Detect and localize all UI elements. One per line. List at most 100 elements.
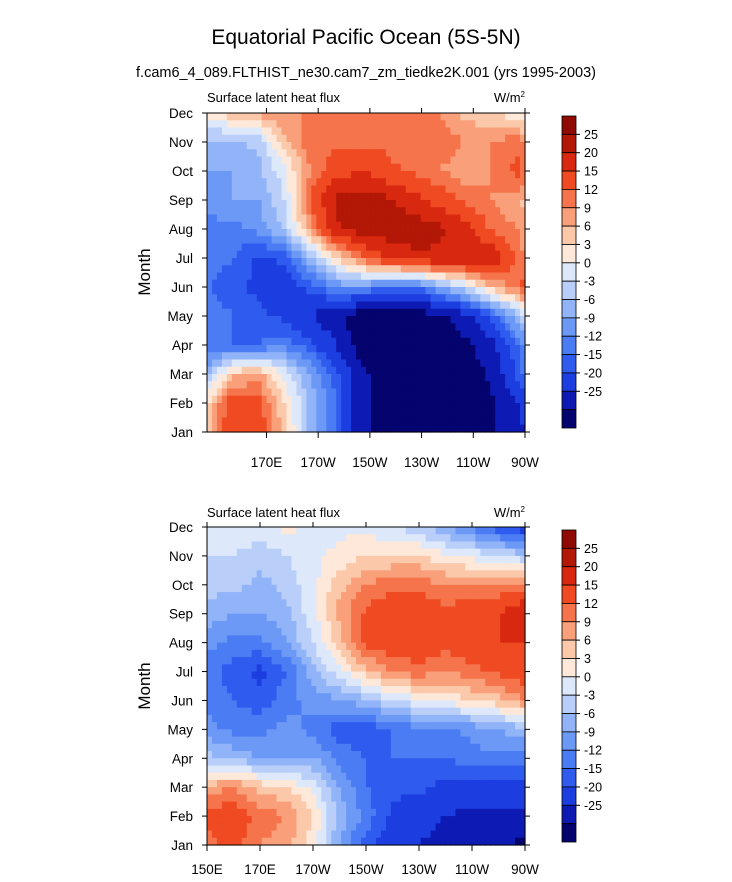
plot-title: Surface latent heat flux [207,90,340,105]
field-cell [485,308,491,317]
field-cell [470,736,476,745]
field-cell [236,410,243,419]
field-cell [440,345,447,353]
field-cell [321,570,327,579]
field-cell [385,279,392,288]
field-cell [296,366,303,375]
field-cell [410,671,417,680]
field-cell [420,729,427,738]
field-cell [390,250,397,259]
field-cell [221,229,228,237]
field-cell [405,664,412,673]
field-cell [326,279,332,288]
field-cell [326,149,332,158]
field-cell [415,599,422,608]
field-cell [430,113,437,121]
field-cell [420,308,427,317]
field-cell [380,534,387,543]
field-cell [495,316,501,324]
field-cell [356,207,362,216]
field-cell [475,678,481,687]
field-cell [480,214,486,223]
field-cell [430,381,437,390]
field-cell [375,178,382,187]
field-cell [415,628,422,637]
field-cell [450,592,457,600]
field-cell [450,620,457,629]
field-cell [470,657,476,665]
field-cell [440,555,447,564]
field-cell [211,707,218,716]
field-cell [405,316,412,324]
field-cell [445,678,452,687]
field-cell [296,642,303,651]
field-cell [346,265,352,274]
field-cell [296,678,303,687]
field-cell [485,563,491,571]
field-cell [301,236,307,245]
field-cell [231,395,238,404]
field-cell [356,337,362,346]
field-cell [221,570,228,579]
field-cell [246,693,253,702]
field-cell [515,330,521,339]
field-cell [415,374,422,382]
field-cell [356,664,362,673]
field-cell [266,541,273,550]
field-cell [231,729,238,738]
field-cell [430,729,437,738]
field-cell [261,686,268,694]
field-cell [430,352,437,361]
field-cell [236,185,243,194]
field-cell [460,214,466,223]
field-cell [505,541,511,550]
field-cell [331,657,337,665]
field-cell [311,258,317,266]
field-cell [221,272,228,281]
field-cell [226,120,233,129]
field-cell [336,250,342,259]
colorbar-box [561,225,577,245]
field-cell [366,134,372,143]
field-cell [460,678,466,687]
field-cell [316,541,322,550]
field-cell [445,120,452,129]
field-cell [231,563,238,571]
field-cell [455,403,462,411]
field-cell [455,686,462,694]
field-cell [465,707,471,716]
field-cell [475,563,481,571]
field-cell [306,628,312,637]
field-cell [311,671,317,680]
field-cell [490,527,496,535]
field-cell [331,628,337,637]
field-cell [415,171,422,179]
field-cell [380,657,387,665]
field-cell [430,345,437,353]
field-cell [251,664,258,673]
field-cell [515,395,521,404]
field-cell [211,570,218,579]
field-cell [246,635,253,644]
field-cell [341,243,347,252]
field-cell [256,345,263,353]
field-cell [321,599,327,608]
field-cell [351,113,357,121]
field-cell [351,265,357,274]
field-cell [241,258,248,266]
field-cell [435,171,442,179]
field-cell [321,534,327,543]
field-cell [380,337,387,346]
field-cell [405,192,412,201]
field-cell [356,366,362,375]
field-cell [475,294,481,303]
field-cell [291,729,298,738]
field-cell [321,221,327,230]
field-cell [390,134,397,143]
field-cell [370,592,377,600]
field-cell [490,120,496,129]
field-cell [311,620,317,629]
field-cell [490,236,496,245]
field-cell [341,316,347,324]
field-cell [286,301,293,310]
